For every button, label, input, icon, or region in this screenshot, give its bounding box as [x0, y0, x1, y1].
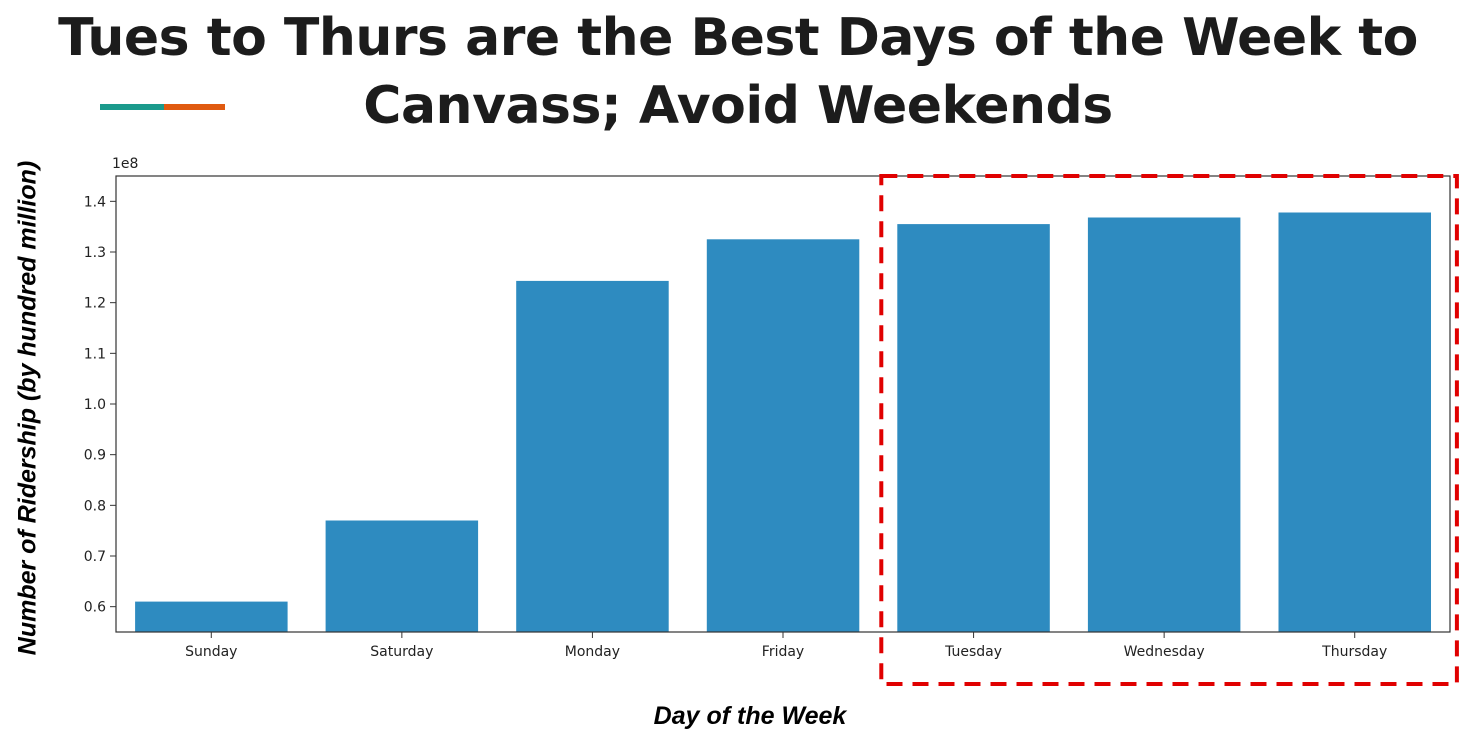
y-tick-label: 1.3	[84, 245, 106, 261]
y-tick-label: 1.4	[84, 194, 106, 210]
y-tick-label: 1.0	[84, 397, 106, 413]
bar-monday	[516, 280, 669, 632]
bar-wednesday	[1087, 217, 1241, 632]
x-tick-label: Monday	[565, 644, 620, 660]
bar-friday	[706, 239, 860, 633]
chart-title-line-1: Tues to Thurs are the Best Days of the W…	[58, 8, 1418, 68]
accent-bar-orange	[164, 104, 225, 110]
highlight-box	[879, 174, 1459, 686]
x-tick-label: Saturday	[370, 644, 433, 660]
y-tick-label: 0.9	[84, 448, 106, 464]
x-tick-label: Thursday	[1321, 644, 1387, 660]
x-tick-label: Wednesday	[1124, 644, 1205, 660]
y-tick-label: 1.1	[84, 346, 106, 362]
bar-saturday	[325, 520, 479, 632]
x-tick-label: Tuesday	[944, 644, 1002, 660]
bar-thursday	[1278, 212, 1431, 632]
bar-tuesday	[897, 224, 1050, 632]
x-axis-label: Day of the Week	[653, 702, 847, 730]
x-tick-label: Friday	[762, 644, 804, 660]
y-offset-label: 1e8	[112, 156, 138, 172]
chart-title: Tues to Thurs are the Best Days of the W…	[0, 4, 1476, 140]
y-tick-label: 0.8	[84, 498, 106, 514]
bar-sunday	[135, 601, 288, 632]
y-tick-label: 1.2	[84, 296, 106, 312]
x-tick-label: Sunday	[185, 644, 237, 660]
y-tick-label: 0.6	[84, 600, 106, 616]
chart-title-line-2: Canvass; Avoid Weekends	[363, 76, 1113, 136]
y-tick-label: 0.7	[84, 549, 106, 565]
accent-bar-teal	[100, 104, 164, 110]
